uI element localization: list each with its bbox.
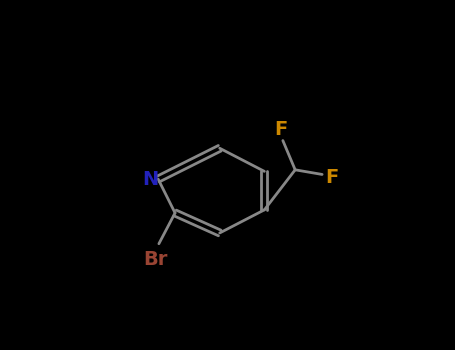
- Text: Br: Br: [144, 250, 168, 269]
- Text: F: F: [325, 168, 339, 187]
- Text: F: F: [275, 120, 288, 139]
- Text: N: N: [142, 169, 158, 189]
